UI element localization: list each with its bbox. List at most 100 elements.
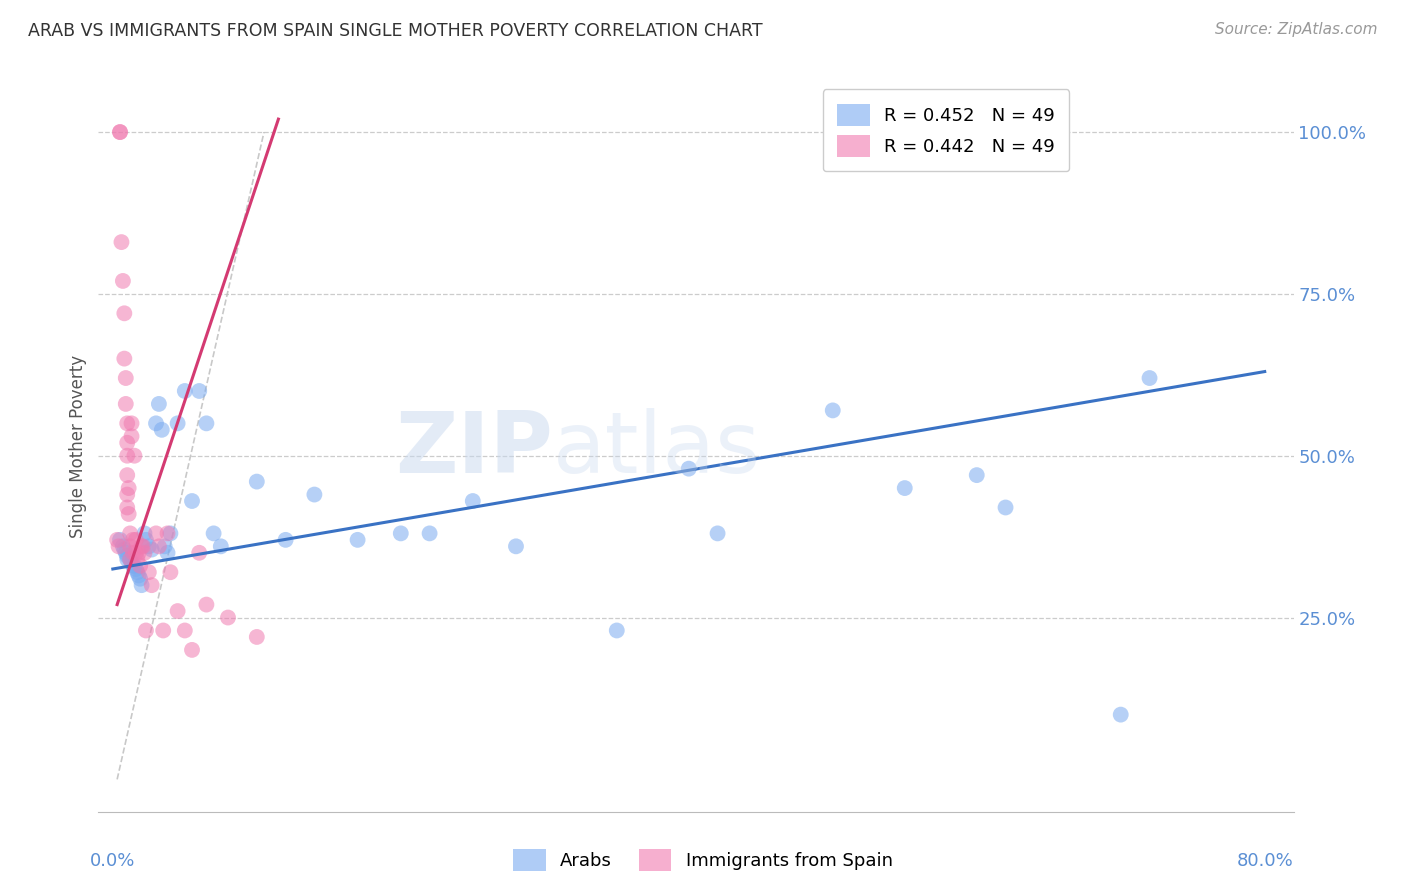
Point bbox=[706, 526, 728, 541]
Point bbox=[150, 423, 173, 437]
Point bbox=[107, 539, 129, 553]
Point bbox=[188, 546, 211, 560]
Point bbox=[112, 542, 135, 557]
Point bbox=[141, 578, 163, 592]
Point bbox=[112, 306, 135, 320]
Point bbox=[114, 371, 136, 385]
Point bbox=[115, 449, 138, 463]
Point bbox=[135, 533, 157, 547]
Point bbox=[893, 481, 915, 495]
Point bbox=[145, 417, 167, 431]
Point bbox=[202, 526, 225, 541]
Point bbox=[148, 539, 170, 553]
Point bbox=[246, 630, 269, 644]
Point bbox=[145, 526, 167, 541]
Point bbox=[129, 558, 152, 573]
Point bbox=[135, 624, 157, 638]
Point bbox=[124, 558, 146, 573]
Point bbox=[121, 556, 143, 570]
Point bbox=[195, 598, 218, 612]
Point bbox=[112, 351, 135, 366]
Point bbox=[132, 539, 155, 553]
Point bbox=[188, 384, 211, 398]
Point bbox=[128, 568, 150, 582]
Legend: Arabs, Immigrants from Spain: Arabs, Immigrants from Spain bbox=[506, 842, 900, 879]
Point bbox=[120, 539, 142, 553]
Point bbox=[115, 487, 138, 501]
Point bbox=[120, 552, 142, 566]
Point bbox=[173, 624, 195, 638]
Point bbox=[121, 429, 143, 443]
Point bbox=[181, 494, 204, 508]
Point bbox=[166, 417, 188, 431]
Point bbox=[122, 533, 145, 547]
Point bbox=[125, 546, 148, 560]
Point bbox=[141, 542, 163, 557]
Point bbox=[128, 546, 150, 560]
Point bbox=[118, 507, 141, 521]
Point bbox=[217, 610, 239, 624]
Point bbox=[122, 546, 145, 560]
Point bbox=[606, 624, 628, 638]
Point bbox=[152, 624, 174, 638]
Point bbox=[346, 533, 368, 547]
Point bbox=[108, 125, 131, 139]
Point bbox=[153, 539, 176, 553]
Point bbox=[678, 461, 700, 475]
Text: Source: ZipAtlas.com: Source: ZipAtlas.com bbox=[1215, 22, 1378, 37]
Point bbox=[108, 533, 131, 547]
Point bbox=[195, 417, 218, 431]
Point bbox=[209, 539, 232, 553]
Point bbox=[129, 572, 152, 586]
Point bbox=[134, 546, 156, 560]
Point bbox=[304, 487, 326, 501]
Point bbox=[127, 566, 149, 580]
Point bbox=[461, 494, 484, 508]
Point bbox=[115, 500, 138, 515]
Point bbox=[821, 403, 844, 417]
Point bbox=[122, 558, 145, 573]
Point bbox=[118, 481, 141, 495]
Point bbox=[114, 397, 136, 411]
Point bbox=[138, 566, 160, 580]
Point bbox=[125, 562, 148, 576]
Point bbox=[120, 552, 142, 566]
Point bbox=[246, 475, 269, 489]
Point bbox=[148, 397, 170, 411]
Point bbox=[159, 526, 181, 541]
Point bbox=[125, 533, 148, 547]
Point bbox=[131, 578, 153, 592]
Legend: R = 0.452   N = 49, R = 0.442   N = 49: R = 0.452 N = 49, R = 0.442 N = 49 bbox=[823, 89, 1070, 171]
Point bbox=[108, 125, 131, 139]
Point bbox=[173, 384, 195, 398]
Text: ZIP: ZIP bbox=[395, 409, 553, 491]
Point bbox=[111, 539, 134, 553]
Point bbox=[966, 468, 988, 483]
Point bbox=[166, 604, 188, 618]
Point bbox=[114, 546, 136, 560]
Point bbox=[134, 526, 156, 541]
Point bbox=[115, 549, 138, 563]
Point bbox=[159, 566, 181, 580]
Point bbox=[994, 500, 1017, 515]
Point bbox=[115, 552, 138, 566]
Point bbox=[419, 526, 441, 541]
Point bbox=[156, 546, 179, 560]
Point bbox=[121, 417, 143, 431]
Point bbox=[1139, 371, 1161, 385]
Point bbox=[111, 274, 134, 288]
Point bbox=[131, 539, 153, 553]
Point bbox=[274, 533, 297, 547]
Point bbox=[156, 526, 179, 541]
Point bbox=[115, 417, 138, 431]
Point bbox=[138, 539, 160, 553]
Point bbox=[181, 643, 204, 657]
Point bbox=[127, 552, 149, 566]
Point bbox=[124, 449, 146, 463]
Text: 0.0%: 0.0% bbox=[90, 852, 135, 870]
Text: 80.0%: 80.0% bbox=[1236, 852, 1294, 870]
Point bbox=[505, 539, 527, 553]
Point bbox=[1109, 707, 1132, 722]
Point bbox=[105, 533, 128, 547]
Point bbox=[115, 435, 138, 450]
